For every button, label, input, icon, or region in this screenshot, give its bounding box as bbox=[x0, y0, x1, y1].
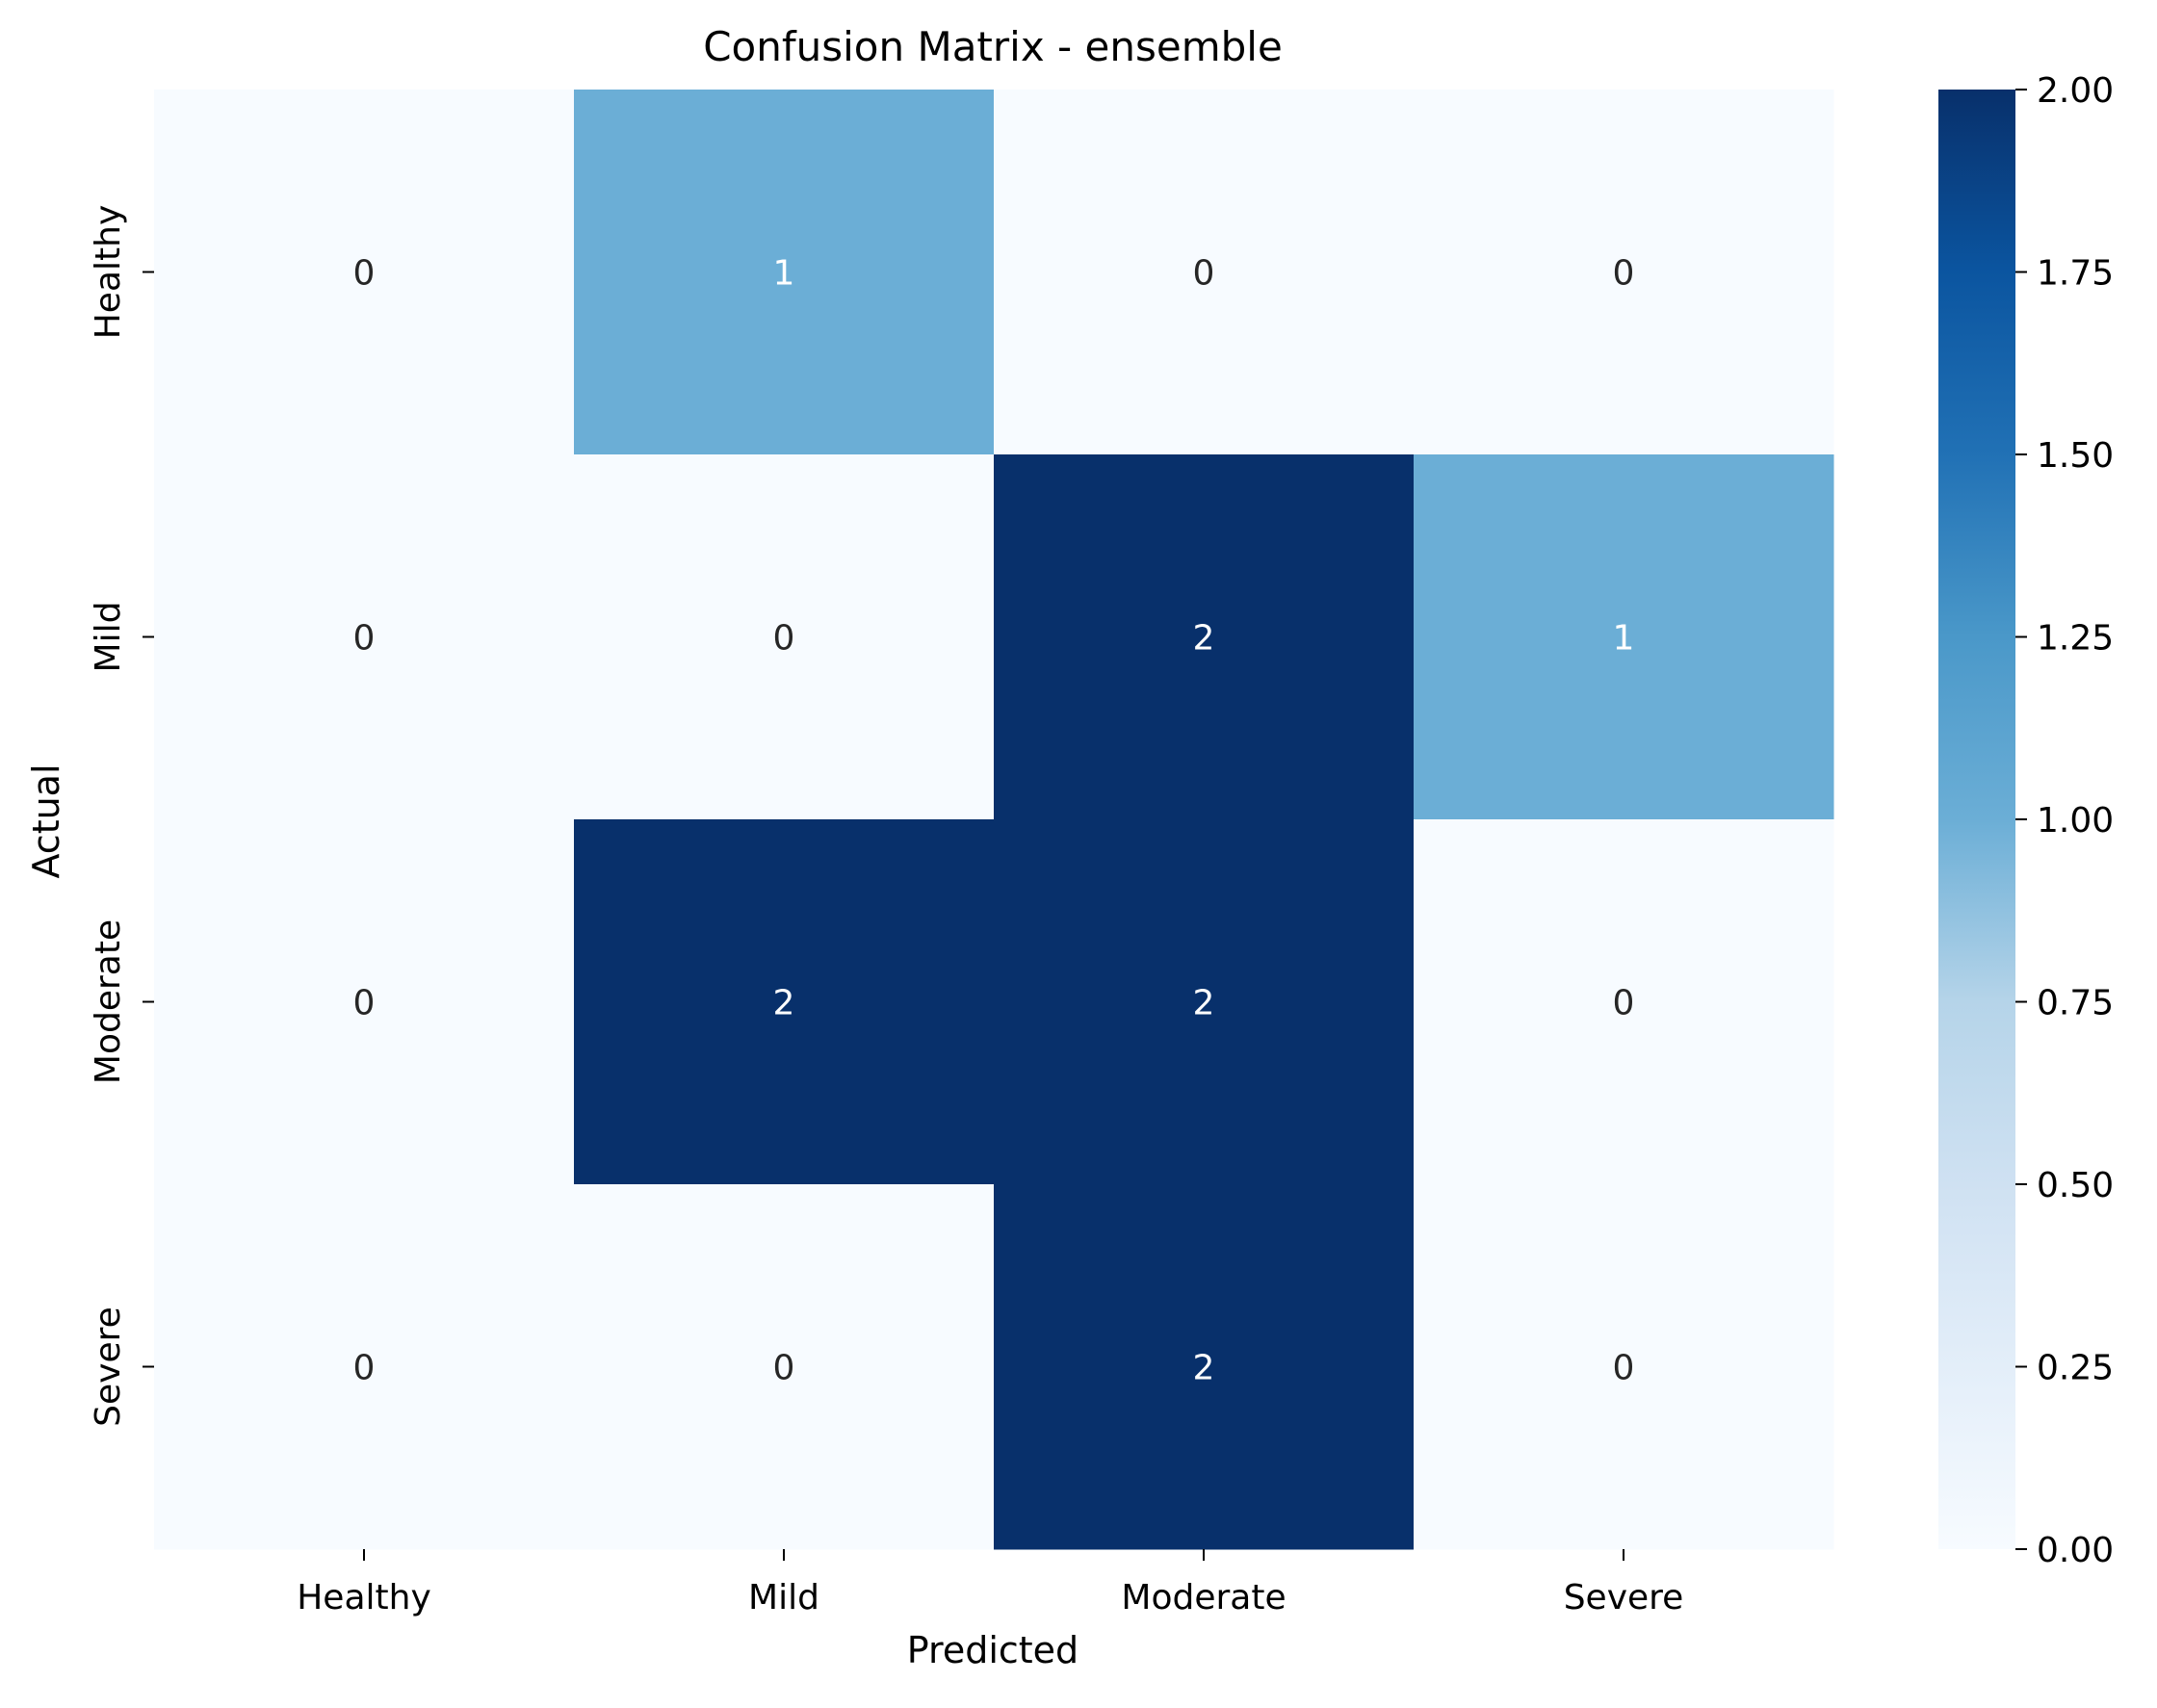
cell-value-label: 0 bbox=[1613, 254, 1635, 294]
heatmap-cell bbox=[154, 90, 575, 455]
x-tick-label: Healthy bbox=[297, 1578, 431, 1617]
heatmap-cell bbox=[994, 454, 1415, 820]
cell-value-label: 0 bbox=[1613, 1349, 1635, 1388]
cell-value-label: 2 bbox=[1193, 619, 1215, 659]
cell-value-label: 0 bbox=[353, 984, 376, 1023]
heatmap-cell bbox=[154, 819, 575, 1185]
heatmap-cell bbox=[574, 1184, 995, 1550]
heatmap-cell bbox=[994, 1184, 1415, 1550]
cell-value-label: 0 bbox=[1193, 254, 1215, 294]
y-tick-label: Mild bbox=[89, 602, 128, 673]
x-tick-label: Severe bbox=[1564, 1578, 1684, 1617]
x-axis-label: Predicted bbox=[907, 1629, 1078, 1671]
colorbar-tick-label: 1.00 bbox=[2037, 801, 2114, 841]
cell-value-label: 0 bbox=[1613, 984, 1635, 1023]
heatmap-cell bbox=[574, 819, 995, 1185]
y-axis-label: Actual bbox=[25, 763, 67, 878]
cell-value-label: 1 bbox=[1613, 619, 1635, 659]
heatmap-cell bbox=[574, 454, 995, 820]
cell-value-label: 2 bbox=[1193, 1349, 1215, 1388]
heatmap-cell bbox=[1414, 454, 1834, 820]
colorbar-tick-label: 0.75 bbox=[2037, 984, 2114, 1023]
heatmap-cell bbox=[1414, 90, 1834, 455]
y-tick-label: Healthy bbox=[89, 205, 128, 340]
cell-value-label: 0 bbox=[353, 254, 376, 294]
cell-value-label: 1 bbox=[773, 254, 795, 294]
chart-title: Confusion Matrix - ensemble bbox=[703, 23, 1283, 70]
cell-value-label: 0 bbox=[353, 619, 376, 659]
y-tick-label: Severe bbox=[89, 1307, 128, 1427]
heatmap-cell bbox=[1414, 1184, 1834, 1550]
cell-value-label: 2 bbox=[773, 984, 795, 1023]
heatmap-cell bbox=[994, 90, 1415, 455]
x-axis: Healthy Mild Moderate Severe bbox=[297, 1549, 1683, 1617]
heatmap-cell bbox=[994, 819, 1415, 1185]
x-tick-label: Moderate bbox=[1121, 1578, 1286, 1617]
colorbar-tick-label: 0.00 bbox=[2037, 1531, 2114, 1570]
colorbar-tick-label: 0.50 bbox=[2037, 1166, 2114, 1205]
colorbar: 0.00 0.25 0.50 0.75 1.00 1.25 1.50 1.75 2.00 bbox=[1938, 71, 2114, 1570]
colorbar-tick-label: 2.00 bbox=[2037, 71, 2114, 111]
x-tick-label: Mild bbox=[748, 1578, 819, 1617]
colorbar-tick-label: 1.75 bbox=[2037, 254, 2114, 294]
heatmap-cell bbox=[1414, 819, 1834, 1185]
colorbar-tick-label: 0.25 bbox=[2037, 1349, 2114, 1388]
heatmap-cell bbox=[574, 90, 995, 455]
cell-value-label: 0 bbox=[773, 619, 795, 659]
heatmap-cells: 0 1 0 0 0 0 2 1 0 2 2 0 0 0 2 0 bbox=[154, 90, 1834, 1550]
heatmap-cell bbox=[154, 1184, 575, 1550]
colorbar-gradient bbox=[1938, 90, 2015, 1549]
y-tick-label: Moderate bbox=[89, 919, 128, 1084]
cell-value-label: 0 bbox=[773, 1349, 795, 1388]
cell-value-label: 0 bbox=[353, 1349, 376, 1388]
heatmap-cell bbox=[154, 454, 575, 820]
colorbar-tick-label: 1.50 bbox=[2037, 436, 2114, 476]
y-axis: Healthy Mild Moderate Severe bbox=[89, 205, 154, 1427]
cell-value-label: 2 bbox=[1193, 984, 1215, 1023]
colorbar-tick-label: 1.25 bbox=[2037, 619, 2114, 659]
